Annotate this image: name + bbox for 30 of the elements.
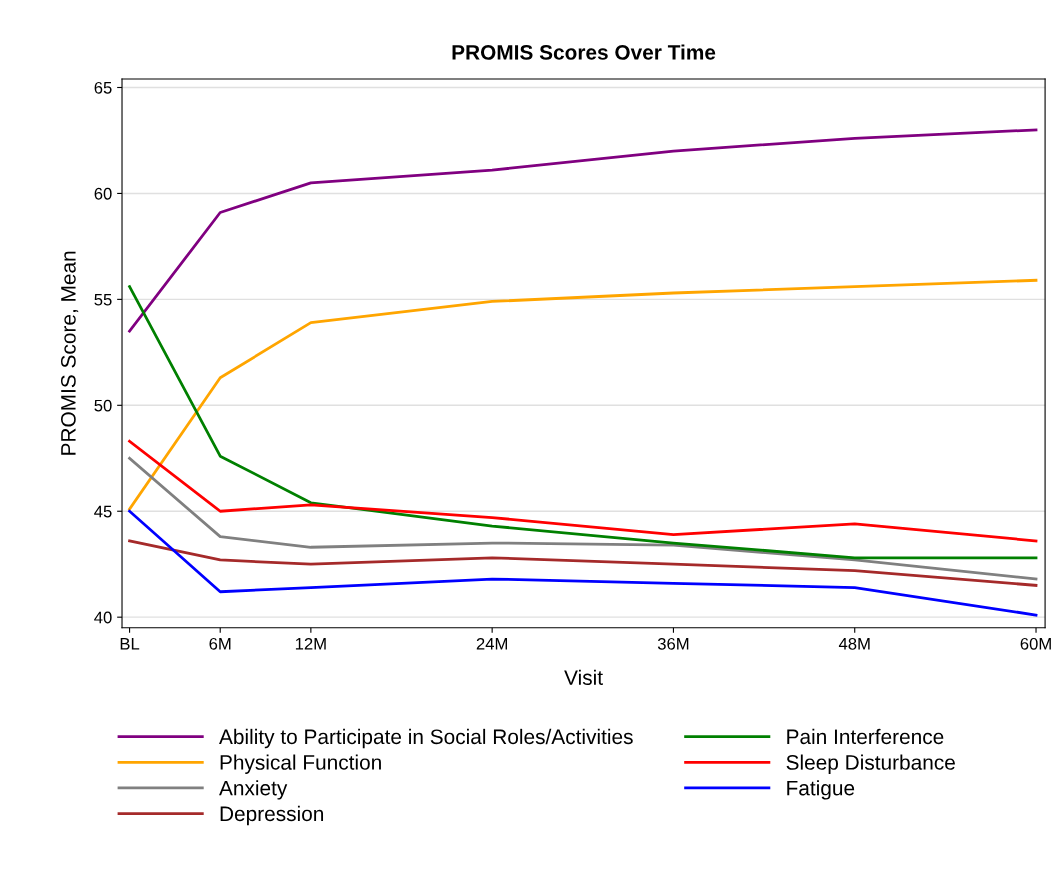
y-axis-title: PROMIS Score, Mean bbox=[61, 251, 79, 455]
y-tick-label: 60 bbox=[94, 187, 112, 200]
legend-label: Physical Function bbox=[220, 754, 381, 774]
legend-label: Pain Interference bbox=[787, 728, 944, 745]
legend-label: Ability to Participate in Social Roles/Activities bbox=[219, 728, 633, 749]
x-tick-label: 48M bbox=[838, 637, 870, 650]
legend-label: Anxiety bbox=[219, 780, 288, 800]
line-series bbox=[128, 539, 1038, 587]
y-tick-label: 50 bbox=[94, 399, 112, 412]
x-tick-label: 6M bbox=[209, 637, 231, 650]
legend-label: Depression bbox=[220, 805, 324, 826]
line-series bbox=[128, 456, 1038, 581]
legend-label: Fatigue bbox=[787, 780, 855, 800]
x-tick-label: 60M bbox=[1020, 637, 1051, 650]
line-series bbox=[128, 439, 1038, 543]
x-tick-label: 12M bbox=[295, 637, 326, 650]
x-tick-label: BL bbox=[120, 638, 140, 650]
x-tick-label: 36M bbox=[657, 637, 689, 650]
y-tick-label: 40 bbox=[94, 611, 112, 624]
line-series bbox=[128, 285, 1038, 560]
line-series bbox=[128, 128, 1038, 333]
x-tick-label: 24M bbox=[476, 637, 507, 650]
y-tick-label: 65 bbox=[94, 81, 112, 94]
line-series bbox=[128, 278, 1038, 511]
y-tick-label: 45 bbox=[94, 505, 112, 518]
y-tick-label: 55 bbox=[94, 293, 112, 306]
chart-title: PROMIS Scores Over Time bbox=[452, 44, 716, 60]
x-axis-title: Visit bbox=[564, 669, 603, 685]
legend-label: Sleep Disturbance bbox=[786, 754, 955, 774]
line-series bbox=[128, 509, 1038, 617]
